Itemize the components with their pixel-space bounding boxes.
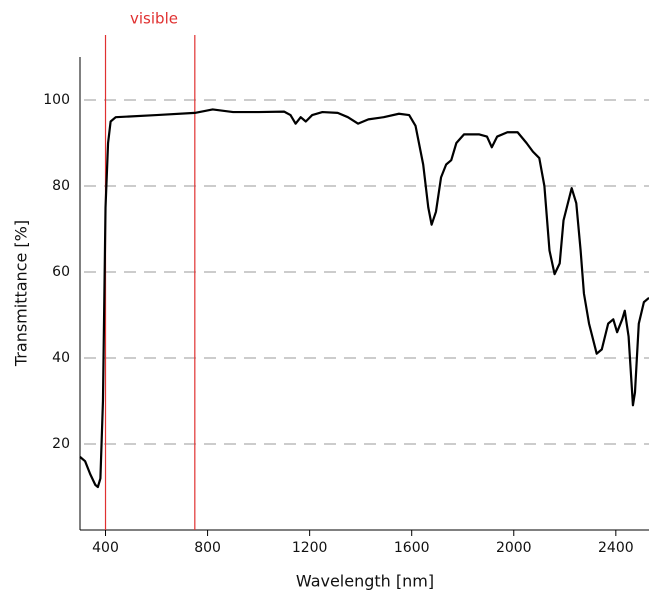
x-axis-label: Wavelength [nm] <box>296 572 434 591</box>
x-tick-label: 1600 <box>394 540 430 556</box>
y-tick-label: 20 <box>52 436 70 452</box>
x-tick-label: 2000 <box>496 540 532 556</box>
x-tick-label: 800 <box>194 540 221 556</box>
y-tick-label: 60 <box>52 264 70 280</box>
x-tick-label: 1200 <box>292 540 328 556</box>
y-tick-label: 40 <box>52 350 70 366</box>
annotation-label: visible <box>130 10 178 28</box>
transmittance-line <box>79 108 649 489</box>
y-tick-label: 100 <box>43 92 70 108</box>
x-tick-label: 2400 <box>598 540 634 556</box>
y-tick-label: 80 <box>52 178 70 194</box>
y-axis-label: Transmittance [%] <box>12 220 31 367</box>
x-tick-label: 400 <box>92 540 119 556</box>
